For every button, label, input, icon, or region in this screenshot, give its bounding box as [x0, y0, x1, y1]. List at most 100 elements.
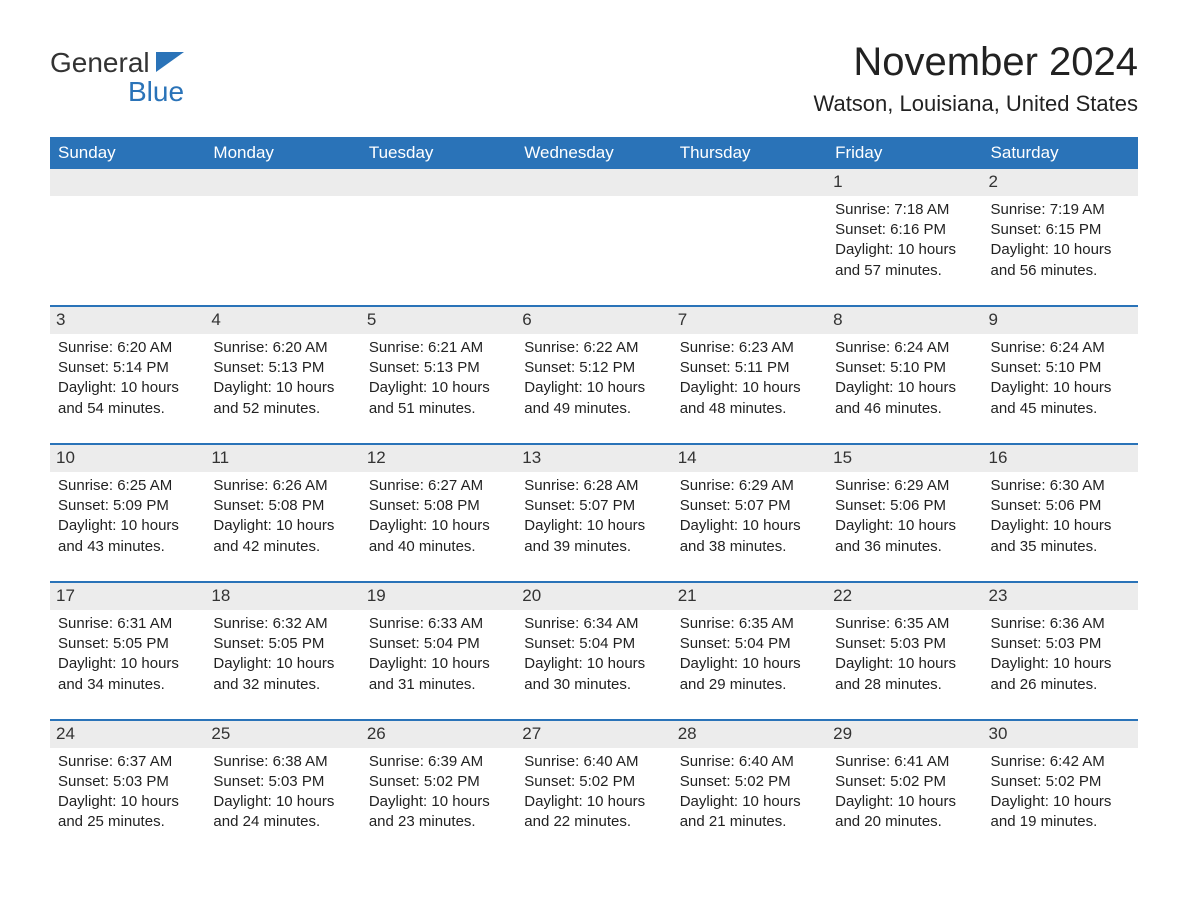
- day-number: 29: [827, 719, 982, 748]
- day-cell: 26 Sunrise: 6:39 AMSunset: 5:02 PMDayligh…: [361, 719, 516, 857]
- day-number: 16: [983, 443, 1138, 472]
- daylight-line: Daylight: 10 hours and 48 minutes.: [680, 378, 819, 419]
- sunrise-line: Sunrise: 6:29 AM: [835, 476, 974, 496]
- empty-daynum-strip: [361, 169, 516, 196]
- day-cell: 30Sunrise: 6:42 AMSunset: 5:02 PMDayligh…: [983, 719, 1138, 857]
- weekday-header: Sunday: [50, 137, 205, 169]
- daylight-line: Daylight: 10 hours and 56 minutes.: [991, 240, 1130, 281]
- day-number: 3: [50, 305, 205, 334]
- empty-daynum-strip: [672, 169, 827, 196]
- day-number: 26: [361, 719, 516, 748]
- day-number: 22: [827, 581, 982, 610]
- day-cell: 27Sunrise: 6:40 AMSunset: 5:02 PMDayligh…: [516, 719, 671, 857]
- sunrise-line: Sunrise: 6:38 AM: [213, 752, 352, 772]
- day-info: Sunrise: 6:41 AMSunset: 5:02 PMDaylight:…: [831, 752, 978, 833]
- location-text: Watson, Louisiana, United States: [814, 91, 1138, 117]
- day-info: Sunrise: 6:22 AMSunset: 5:12 PMDaylight:…: [520, 338, 667, 419]
- day-info: Sunrise: 7:19 AMSunset: 6:15 PMDaylight:…: [987, 200, 1134, 281]
- sunset-line: Sunset: 5:09 PM: [58, 496, 197, 516]
- sunset-line: Sunset: 5:10 PM: [991, 358, 1130, 378]
- day-number: 11: [205, 443, 360, 472]
- daylight-line: Daylight: 10 hours and 26 minutes.: [991, 654, 1130, 695]
- day-number: 19: [361, 581, 516, 610]
- sunrise-line: Sunrise: 6:41 AM: [835, 752, 974, 772]
- sunset-line: Sunset: 5:02 PM: [991, 772, 1130, 792]
- empty-cell: [50, 169, 205, 305]
- sunset-line: Sunset: 6:15 PM: [991, 220, 1130, 240]
- day-cell: 12Sunrise: 6:27 AMSunset: 5:08 PMDayligh…: [361, 443, 516, 581]
- day-number: 10: [50, 443, 205, 472]
- sunset-line: Sunset: 5:03 PM: [58, 772, 197, 792]
- day-cell: 18Sunrise: 6:32 AMSunset: 5:05 PMDayligh…: [205, 581, 360, 719]
- sunset-line: Sunset: 5:02 PM: [524, 772, 663, 792]
- daylight-line: Daylight: 10 hours and 36 minutes.: [835, 516, 974, 557]
- day-info: Sunrise: 6:24 AMSunset: 5:10 PMDaylight:…: [831, 338, 978, 419]
- sunrise-line: Sunrise: 6:22 AM: [524, 338, 663, 358]
- sunrise-line: Sunrise: 6:24 AM: [991, 338, 1130, 358]
- sunset-line: Sunset: 5:14 PM: [58, 358, 197, 378]
- sunset-line: Sunset: 5:02 PM: [680, 772, 819, 792]
- sunrise-line: Sunrise: 7:19 AM: [991, 200, 1130, 220]
- day-info: Sunrise: 6:39 AMSunset: 5:02 PMDaylight:…: [365, 752, 512, 833]
- day-info: Sunrise: 6:26 AMSunset: 5:08 PMDaylight:…: [209, 476, 356, 557]
- header: General Blue November 2024 Watson, Louis…: [50, 40, 1138, 131]
- day-info: Sunrise: 6:35 AMSunset: 5:03 PMDaylight:…: [831, 614, 978, 695]
- sunset-line: Sunset: 5:02 PM: [369, 772, 508, 792]
- logo-text-1: General: [50, 48, 150, 77]
- day-info: Sunrise: 6:20 AMSunset: 5:14 PMDaylight:…: [54, 338, 201, 419]
- sunrise-line: Sunrise: 6:27 AM: [369, 476, 508, 496]
- calendar-week-row: 24Sunrise: 6:37 AMSunset: 5:03 PMDayligh…: [50, 719, 1138, 857]
- day-number: 1: [827, 169, 982, 196]
- day-cell: 5Sunrise: 6:21 AMSunset: 5:13 PMDaylight…: [361, 305, 516, 443]
- day-info: Sunrise: 6:29 AMSunset: 5:07 PMDaylight:…: [676, 476, 823, 557]
- day-info: Sunrise: 6:29 AMSunset: 5:06 PMDaylight:…: [831, 476, 978, 557]
- empty-cell: [516, 169, 671, 305]
- sunrise-line: Sunrise: 6:23 AM: [680, 338, 819, 358]
- daylight-line: Daylight: 10 hours and 40 minutes.: [369, 516, 508, 557]
- day-info: Sunrise: 6:37 AMSunset: 5:03 PMDaylight:…: [54, 752, 201, 833]
- sunrise-line: Sunrise: 6:40 AM: [524, 752, 663, 772]
- day-info: Sunrise: 6:32 AMSunset: 5:05 PMDaylight:…: [209, 614, 356, 695]
- day-cell: 17Sunrise: 6:31 AMSunset: 5:05 PMDayligh…: [50, 581, 205, 719]
- sunset-line: Sunset: 5:08 PM: [213, 496, 352, 516]
- weekday-header: Tuesday: [361, 137, 516, 169]
- weekday-header: Saturday: [983, 137, 1138, 169]
- sunrise-line: Sunrise: 6:32 AM: [213, 614, 352, 634]
- daylight-line: Daylight: 10 hours and 32 minutes.: [213, 654, 352, 695]
- day-cell: 16 Sunrise: 6:30 AMSunset: 5:06 PMDayligh…: [983, 443, 1138, 581]
- day-number: 17: [50, 581, 205, 610]
- day-number: 25: [205, 719, 360, 748]
- sunrise-line: Sunrise: 6:21 AM: [369, 338, 508, 358]
- day-number: 7: [672, 305, 827, 334]
- sunset-line: Sunset: 5:12 PM: [524, 358, 663, 378]
- empty-daynum-strip: [205, 169, 360, 196]
- daylight-line: Daylight: 10 hours and 57 minutes.: [835, 240, 974, 281]
- day-info: Sunrise: 6:33 AMSunset: 5:04 PMDaylight:…: [365, 614, 512, 695]
- daylight-line: Daylight: 10 hours and 35 minutes.: [991, 516, 1130, 557]
- empty-cell: [205, 169, 360, 305]
- sunset-line: Sunset: 5:04 PM: [524, 634, 663, 654]
- sunrise-line: Sunrise: 6:33 AM: [369, 614, 508, 634]
- sunset-line: Sunset: 5:08 PM: [369, 496, 508, 516]
- sunset-line: Sunset: 5:05 PM: [213, 634, 352, 654]
- sunrise-line: Sunrise: 6:30 AM: [991, 476, 1130, 496]
- day-info: Sunrise: 6:23 AMSunset: 5:11 PMDaylight:…: [676, 338, 823, 419]
- empty-cell: [361, 169, 516, 305]
- day-info: Sunrise: 6:34 AMSunset: 5:04 PMDaylight:…: [520, 614, 667, 695]
- day-cell: 23Sunrise: 6:36 AMSunset: 5:03 PMDayligh…: [983, 581, 1138, 719]
- daylight-line: Daylight: 10 hours and 28 minutes.: [835, 654, 974, 695]
- sunrise-line: Sunrise: 6:24 AM: [835, 338, 974, 358]
- daylight-line: Daylight: 10 hours and 42 minutes.: [213, 516, 352, 557]
- sunset-line: Sunset: 5:03 PM: [213, 772, 352, 792]
- day-number: 13: [516, 443, 671, 472]
- daylight-line: Daylight: 10 hours and 30 minutes.: [524, 654, 663, 695]
- daylight-line: Daylight: 10 hours and 24 minutes.: [213, 792, 352, 833]
- daylight-line: Daylight: 10 hours and 31 minutes.: [369, 654, 508, 695]
- sunrise-line: Sunrise: 6:39 AM: [369, 752, 508, 772]
- day-info: Sunrise: 6:28 AMSunset: 5:07 PMDaylight:…: [520, 476, 667, 557]
- daylight-line: Daylight: 10 hours and 54 minutes.: [58, 378, 197, 419]
- month-title: November 2024: [814, 40, 1138, 85]
- sunset-line: Sunset: 5:06 PM: [991, 496, 1130, 516]
- day-info: Sunrise: 6:20 AMSunset: 5:13 PMDaylight:…: [209, 338, 356, 419]
- day-number: 14: [672, 443, 827, 472]
